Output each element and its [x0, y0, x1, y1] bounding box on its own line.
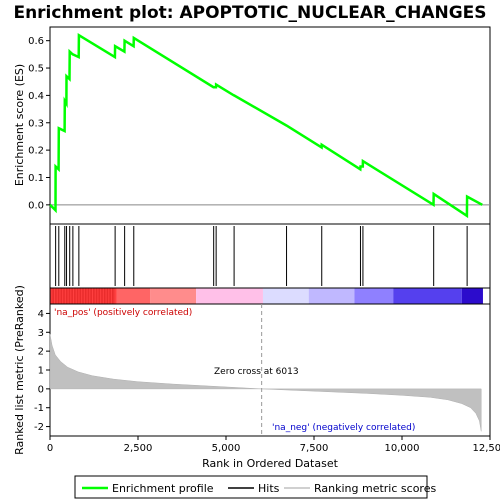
metric-y-tick-label: -2 — [34, 422, 44, 433]
legend-metric-label: Ranking metric scores — [314, 482, 436, 495]
legend-box — [74, 475, 428, 499]
x-tick-label: 2,500 — [124, 443, 153, 454]
hits-panel-frame — [49, 223, 491, 289]
metric-y-tick-label: -1 — [34, 403, 44, 414]
heatmap-segment — [354, 288, 394, 304]
heatmap-segment — [116, 288, 151, 304]
heatmap-segment — [393, 288, 462, 304]
metric-y-tick-label: 2 — [38, 347, 44, 358]
legend-profile-label: Enrichment profile — [112, 482, 214, 495]
heatmap-segment — [50, 288, 117, 304]
x-tick-label: 10,000 — [385, 443, 420, 454]
zero-cross-label: Zero cross at 6013 — [214, 367, 299, 377]
es-y-axis-label: Enrichment score (ES) — [13, 64, 26, 186]
x-tick-label: 0 — [47, 443, 53, 454]
neg-correlated-label: 'na_neg' (negatively correlated) — [272, 423, 415, 433]
heatmap-segment — [461, 288, 483, 304]
metric-y-axis-label: Ranked list metric (PreRanked) — [13, 285, 26, 455]
chart-title: Enrichment plot: APOPTOTIC_NUCLEAR_CHANG… — [13, 3, 486, 23]
metric-y-tick-label: 0 — [38, 384, 44, 395]
heatmap-segment — [150, 288, 197, 304]
heatmap-segment — [262, 288, 309, 304]
ranking-metric-area — [49, 334, 482, 432]
metric-y-tick-label: 4 — [38, 309, 44, 320]
es-y-tick-label: 0.4 — [28, 91, 44, 102]
es-y-tick-label: 0.5 — [28, 64, 44, 75]
pos-correlated-label: 'na_pos' (positively correlated) — [54, 308, 192, 318]
metric-y-tick-label: 3 — [38, 328, 44, 339]
es-y-tick-label: 0.3 — [28, 118, 44, 129]
x-tick-label: 12,500 — [473, 443, 500, 454]
es-y-tick-label: 0.1 — [28, 173, 44, 184]
legend-hits-label: Hits — [258, 482, 280, 495]
x-axis-label: Rank in Ordered Dataset — [202, 457, 339, 470]
x-tick-label: 5,000 — [212, 443, 241, 454]
heatmap-segment — [308, 288, 355, 304]
enrichment-profile-line — [49, 32, 483, 219]
heatmap-segment — [196, 288, 263, 304]
es-y-tick-label: 0.0 — [28, 200, 44, 211]
x-tick-label: 7,500 — [300, 443, 329, 454]
es-y-tick-label: 0.6 — [28, 36, 44, 47]
es-y-tick-label: 0.2 — [28, 146, 44, 157]
metric-y-tick-label: 1 — [38, 366, 44, 377]
